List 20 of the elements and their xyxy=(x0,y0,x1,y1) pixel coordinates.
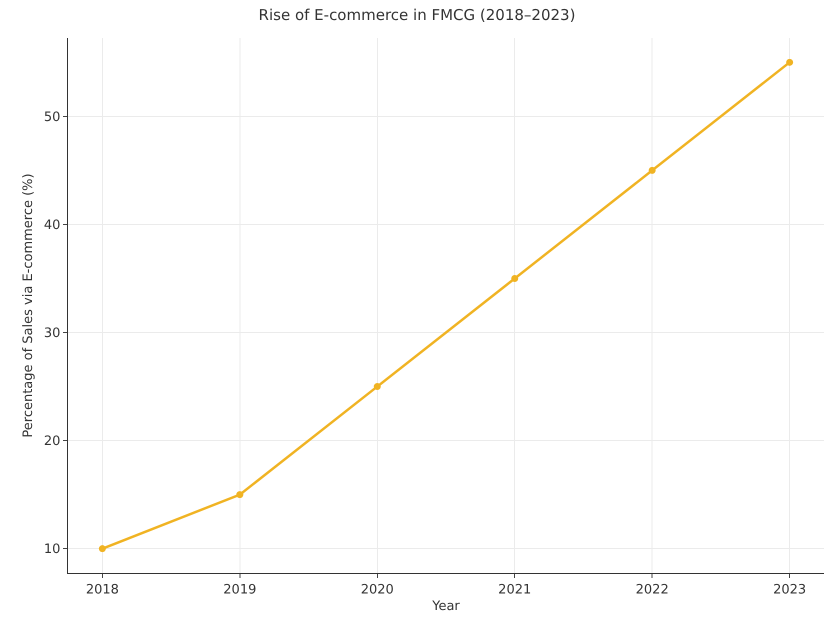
y-tick-label: 40 xyxy=(44,218,60,233)
point xyxy=(786,58,794,66)
point xyxy=(374,383,381,390)
y-tick-label: 30 xyxy=(44,326,60,342)
x-tick-label: 2019 xyxy=(223,582,256,598)
x-tick-label: 2018 xyxy=(86,582,119,598)
x-tick-label: 2023 xyxy=(773,582,806,598)
y-tick-label: 50 xyxy=(44,110,60,125)
point xyxy=(648,166,656,174)
x-tick-label: 2022 xyxy=(636,582,669,598)
chart-title: Rise of E-commerce in FMCG (2018–2023) xyxy=(258,6,576,24)
x-tick-label: 2020 xyxy=(360,582,394,598)
point xyxy=(98,545,106,552)
point xyxy=(236,491,244,498)
y-axis-title: Percentage of Sales via E-commerce (%) xyxy=(20,173,36,438)
point xyxy=(511,274,518,282)
y-tick-label: 20 xyxy=(44,434,60,450)
x-axis-title: Year xyxy=(431,599,460,614)
x-tick-label: 2021 xyxy=(498,582,532,598)
y-tick-label: 10 xyxy=(44,542,60,558)
